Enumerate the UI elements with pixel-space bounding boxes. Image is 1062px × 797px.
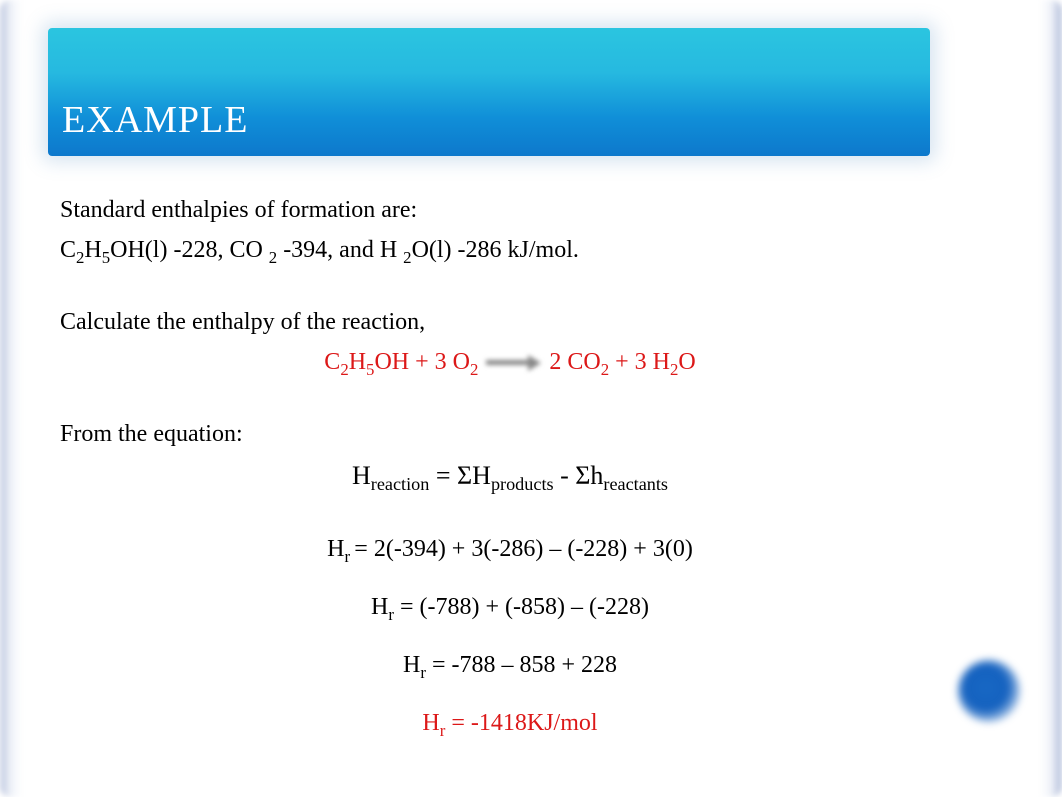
sigma-symbol: Σ	[457, 461, 472, 490]
text-part: H	[349, 349, 366, 375]
final-result: Hr = -1418KJ/mol	[60, 705, 960, 741]
calculation-step-1: Hr = 2(-394) + 3(-286) – (-228) + 3(0)	[60, 531, 960, 567]
text-part: = (-788) + (-858) – (-228)	[394, 594, 649, 620]
subscript: reactants	[603, 474, 668, 494]
text-part: H	[422, 710, 439, 736]
text-part: 2 CO	[543, 349, 600, 375]
subscript: 5	[102, 248, 110, 267]
enthalpy-values-line: C2H5OH(l) -228, CO 2 -394, and H 2O(l) -…	[60, 232, 960, 268]
text-part: + 3 H	[609, 349, 670, 375]
text-part	[478, 349, 484, 375]
calculation-step-2: Hr = (-788) + (-858) – (-228)	[60, 589, 960, 625]
border-left-decoration	[0, 0, 22, 797]
text-part: = 2(-394) + 3(-286) – (-228) + 3(0)	[354, 536, 693, 562]
slide-title: EXAMPLE	[62, 98, 248, 142]
calculation-step-3: Hr = -788 – 858 + 228	[60, 647, 960, 683]
text-part: H	[352, 461, 371, 490]
spacer	[60, 499, 960, 531]
subscript: 2	[340, 360, 348, 379]
subscript: r	[345, 547, 355, 566]
from-equation-label: From the equation:	[60, 416, 960, 452]
border-right-decoration	[1040, 0, 1062, 797]
reaction-arrow-icon	[486, 356, 541, 370]
text-part: H	[371, 594, 388, 620]
spacer	[60, 571, 960, 589]
text-part: H	[403, 652, 420, 678]
text-part: h	[590, 461, 603, 490]
subscript: 2	[403, 248, 411, 267]
instruction-line: Calculate the enthalpy of the reaction,	[60, 304, 960, 340]
slide-content: Standard enthalpies of formation are: C2…	[60, 192, 960, 745]
text-part: -	[554, 461, 576, 490]
spacer	[60, 629, 960, 647]
text-part: O	[678, 349, 695, 375]
text-part: H	[84, 237, 101, 263]
text-part: OH + 3 O	[374, 349, 470, 375]
spacer	[60, 687, 960, 705]
subscript: 2	[601, 360, 609, 379]
text-part: OH(l) -228, CO	[110, 237, 263, 263]
intro-line-1: Standard enthalpies of formation are:	[60, 192, 960, 228]
text-part: C	[324, 349, 340, 375]
subscript: reaction	[371, 474, 430, 494]
reaction-equation: C2H5OH + 3 O2 2 CO2 + 3 H2O	[60, 344, 960, 380]
subscript: 2	[269, 248, 277, 267]
text-part: O(l) -286 kJ/mol.	[412, 237, 579, 263]
sigma-symbol: Σ	[575, 461, 590, 490]
title-banner: EXAMPLE	[48, 28, 930, 156]
text-part: = -1418KJ/mol	[445, 710, 597, 736]
corner-dot-decoration	[958, 660, 1020, 722]
text-part: C	[60, 237, 76, 263]
text-part: H	[472, 461, 491, 490]
slide-container: EXAMPLE Standard enthalpies of formation…	[0, 0, 1062, 797]
hess-law-formula: Hreaction = ΣHproducts - Σhreactants	[60, 456, 960, 495]
text-part: = -788 – 858 + 228	[426, 652, 617, 678]
text-part: H	[327, 536, 344, 562]
subscript: products	[491, 474, 554, 494]
text-part: -394, and H	[277, 237, 397, 263]
spacer	[60, 384, 960, 416]
spacer	[60, 272, 960, 304]
text-part: =	[429, 461, 457, 490]
